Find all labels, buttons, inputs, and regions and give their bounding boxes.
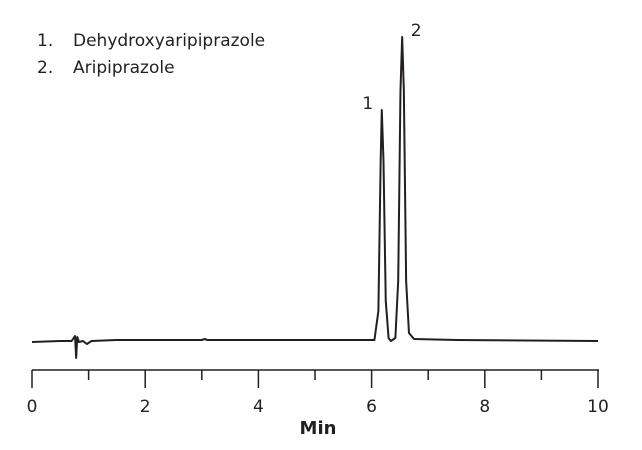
trace — [31, 36, 599, 359]
peak-label: 2 — [411, 21, 422, 41]
legend-number: 2. — [37, 58, 53, 78]
x-tick-label: 6 — [366, 397, 377, 417]
legend-number: 1. — [37, 31, 53, 51]
x-tick-label: 8 — [479, 397, 490, 417]
x-tick-label: 0 — [27, 397, 38, 417]
peak-label: 1 — [362, 94, 373, 114]
x-tick-label: 2 — [140, 397, 151, 417]
x-tick-label: 10 — [587, 397, 609, 417]
x-axis-label: Min — [300, 418, 337, 439]
x-tick-label: 4 — [253, 397, 264, 417]
legend-name: Aripiprazole — [73, 58, 175, 78]
legend-name: Dehydroxyaripiprazole — [73, 31, 265, 51]
